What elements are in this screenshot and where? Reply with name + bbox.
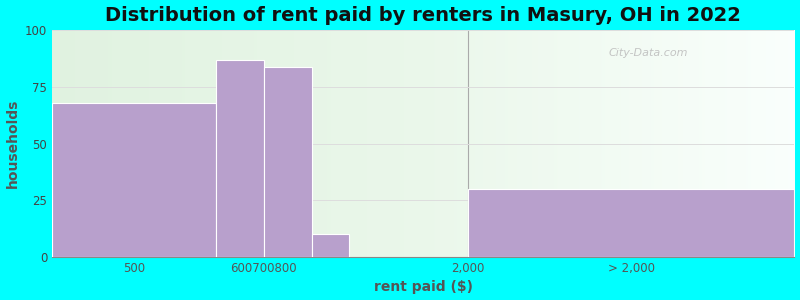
Title: Distribution of rent paid by renters in Masury, OH in 2022: Distribution of rent paid by renters in … <box>106 6 742 25</box>
Bar <box>52 103 215 257</box>
X-axis label: rent paid ($): rent paid ($) <box>374 280 473 294</box>
Bar <box>312 234 349 257</box>
Bar <box>468 189 794 257</box>
Bar <box>264 67 312 257</box>
Text: City-Data.com: City-Data.com <box>609 48 688 59</box>
Bar <box>215 60 264 257</box>
Y-axis label: households: households <box>6 99 19 188</box>
